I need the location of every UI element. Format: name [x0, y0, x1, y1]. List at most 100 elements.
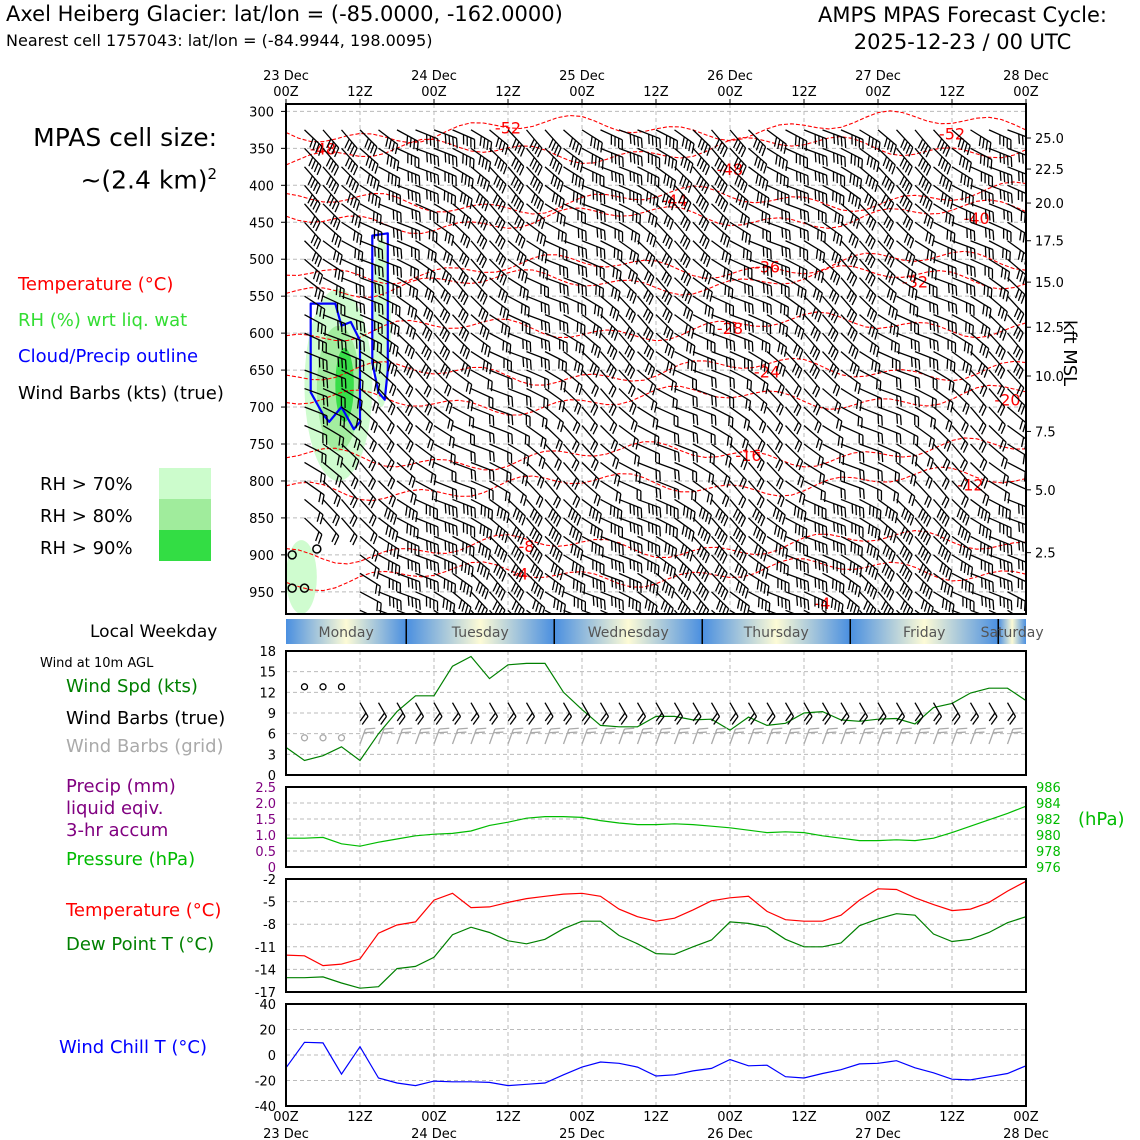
barb-feather [394, 144, 399, 155]
barb-feather [595, 284, 597, 295]
barb-feather [550, 511, 556, 521]
barb-feather [515, 510, 521, 521]
wind-barb [433, 351, 451, 379]
wind-barb [674, 184, 692, 213]
barb-feather [510, 175, 517, 186]
barb-staff [470, 406, 494, 417]
barb-feather [492, 471, 495, 482]
barb-feather [944, 480, 950, 490]
barb-feather [651, 154, 653, 165]
barb-feather [633, 523, 636, 534]
barb-feather [315, 184, 321, 195]
wind-barb [452, 314, 470, 342]
wind-barb [507, 387, 532, 408]
barb-feather [378, 198, 381, 209]
wind-barb [896, 572, 913, 601]
barb-feather [618, 526, 620, 537]
barb-feather [521, 473, 525, 484]
wind-barb [637, 314, 654, 343]
wind-barb [840, 314, 858, 342]
barb-feather [621, 527, 624, 538]
barb-feather [470, 469, 473, 480]
barb-feather [637, 234, 641, 245]
barb-staff [378, 591, 402, 602]
barb-feather [550, 562, 555, 573]
wind-barb [618, 517, 643, 537]
barb-feather [590, 524, 593, 535]
barb-feather [392, 284, 394, 294]
barb-feather [410, 543, 413, 553]
barb-feather [321, 452, 324, 463]
barb-feather [406, 523, 409, 534]
barb-feather [615, 311, 620, 322]
barb-feather [751, 304, 754, 315]
barb-feather [636, 581, 638, 592]
barb-feather [532, 548, 538, 558]
wind-barb [507, 129, 525, 157]
wind-barb [711, 221, 731, 248]
barb-staff [433, 295, 451, 315]
wind-barb [563, 184, 586, 207]
barb-feather [529, 378, 532, 389]
barb-feather [349, 532, 356, 543]
barb-feather [573, 360, 578, 371]
barb-feather [559, 214, 563, 225]
barb-feather [451, 470, 453, 481]
wind-barb [359, 480, 377, 509]
barb-feather [492, 398, 494, 409]
wind-barb [378, 609, 402, 614]
barb-feather [685, 240, 691, 250]
barb-feather [426, 309, 431, 320]
barb-feather [621, 231, 624, 242]
barb-feather [916, 436, 919, 447]
barb-feather [374, 246, 376, 257]
barb-feather [578, 533, 583, 544]
barb-staff [341, 277, 365, 288]
barb-feather [395, 305, 398, 316]
barb-feather [881, 433, 884, 444]
barb-staff [433, 480, 457, 491]
barb-feather [444, 540, 447, 551]
barb-feather [592, 508, 596, 519]
wind-barb [433, 129, 458, 148]
barb-feather [629, 578, 631, 589]
barb-feather [683, 158, 688, 169]
barb-feather [407, 577, 410, 588]
wind-barb [415, 351, 432, 380]
barb-staff [581, 240, 605, 251]
barb-feather [529, 175, 536, 185]
barb-feather [881, 415, 883, 426]
barb-feather [682, 177, 687, 188]
barb-feather [525, 322, 527, 333]
wind-barb [452, 332, 471, 360]
barb-feather [363, 304, 366, 315]
barb-feather [507, 327, 511, 338]
barb-feather [596, 246, 599, 257]
barb-feather [481, 157, 485, 168]
barb-feather [596, 209, 599, 220]
barb-feather [740, 535, 747, 546]
wind-barb [618, 388, 637, 415]
barb-feather [629, 133, 632, 144]
barb-feather [579, 582, 582, 593]
barb-feather [370, 420, 376, 431]
barb-staff [378, 203, 402, 214]
barb-feather [653, 402, 658, 413]
barb-feather [677, 509, 679, 519]
barb-feather [559, 320, 562, 331]
barb-feather [592, 365, 598, 375]
wind-barb [581, 462, 600, 489]
barb-feather [407, 387, 414, 398]
barb-staff [600, 388, 617, 408]
legend-rh80-swatch [159, 499, 211, 530]
barb-feather [331, 199, 337, 210]
barb-staff [470, 129, 492, 143]
barb-feather [611, 577, 614, 588]
barb-feather [842, 196, 845, 207]
barb-feather [396, 266, 399, 277]
barb-feather [511, 415, 514, 426]
barb-feather [870, 240, 876, 250]
barb-feather [391, 141, 396, 152]
barb-staff [359, 609, 383, 614]
wind-barb [729, 591, 750, 614]
